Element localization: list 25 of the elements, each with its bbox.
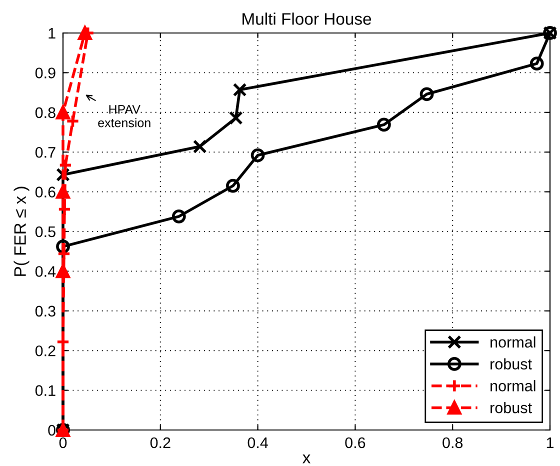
y-axis-title: P( FER ≤ x ) xyxy=(14,186,30,276)
x-axis-title: x xyxy=(302,454,310,464)
y-tick-label: 0.9 xyxy=(35,68,56,78)
y-tick-label: 0.2 xyxy=(35,345,56,356)
y-tick-label: 0.5 xyxy=(35,226,56,238)
x-tick-label: 0.6 xyxy=(345,437,366,448)
y-tick-label: 0.4 xyxy=(35,266,56,277)
legend-label: robust xyxy=(490,358,532,370)
legend-label: robust xyxy=(490,402,532,414)
annotation: HPAV extension xyxy=(98,105,150,128)
y-tick-label: 0.3 xyxy=(35,306,56,317)
x-tick-label: 0.8 xyxy=(442,437,463,448)
legend-label: normal xyxy=(490,380,536,392)
y-tick-label: 0.1 xyxy=(35,385,56,396)
y-tick-label: 0.6 xyxy=(35,186,56,198)
x-tick-label: 0.2 xyxy=(150,437,170,448)
x-tick-label: 0 xyxy=(59,437,67,448)
y-tick-label: 0 xyxy=(48,424,56,436)
y-tick-label: 1 xyxy=(48,28,56,39)
y-tick-label: 0.7 xyxy=(35,146,56,158)
y-tick-label: 0.8 xyxy=(35,107,56,118)
legend-label: normal xyxy=(490,336,536,348)
chart-title: Multi Floor House xyxy=(242,12,372,25)
x-tick-label: 1 xyxy=(546,438,554,448)
x-tick-label: 0.4 xyxy=(248,437,268,448)
